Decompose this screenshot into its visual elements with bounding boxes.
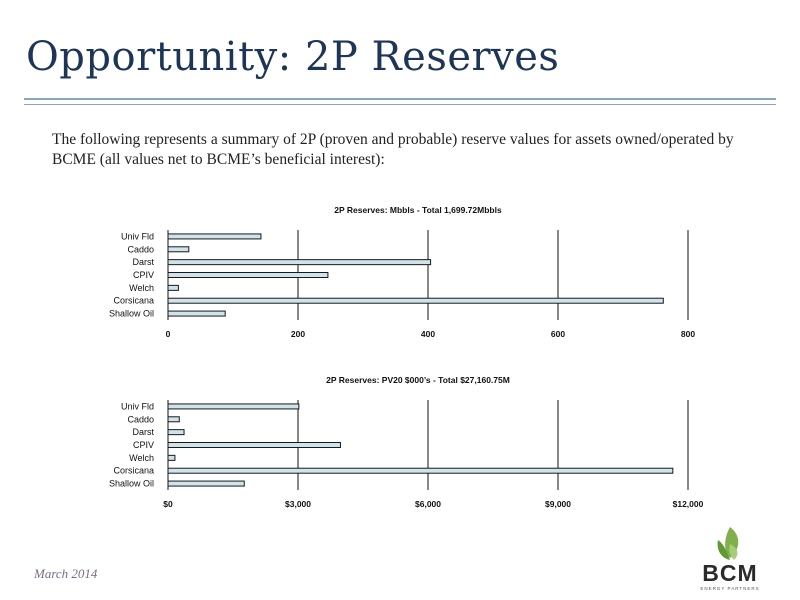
x-tick-label: $9,000 — [545, 499, 571, 509]
bar-welch — [167, 284, 179, 291]
footer-date: March 2014 — [34, 566, 98, 581]
intro-text: The following represents a summary of 2P… — [52, 131, 734, 168]
bar-corsicana — [167, 467, 674, 474]
category-label: Corsicana — [113, 466, 154, 476]
category-label: Corsicana — [113, 296, 154, 306]
x-tick-label: $0 — [163, 499, 173, 509]
category-label: Shallow Oil — [109, 479, 154, 489]
slide-title: Opportunity: 2P Reserves — [26, 34, 560, 80]
bar-caddo — [167, 416, 180, 423]
company-logo: BCM ENERGY PARTNERS — [690, 524, 770, 594]
x-tick-label: 200 — [291, 329, 305, 339]
x-tick-label: 400 — [421, 329, 435, 339]
title-rule-top — [24, 98, 776, 100]
bar-univ-fld — [167, 403, 300, 410]
chart-mbbls: 2P Reserves: Mbbls - Total 1,699.72Mbbls… — [0, 198, 800, 358]
x-tick-label: 800 — [681, 329, 695, 339]
category-label: CPIV — [133, 270, 154, 280]
category-label: Univ Fld — [121, 401, 154, 411]
x-tick-label: $3,000 — [285, 499, 311, 509]
x-tick-label: $12,000 — [673, 499, 704, 509]
x-tick-label: $6,000 — [415, 499, 441, 509]
x-tick-label: 0 — [166, 329, 171, 339]
bar-welch — [167, 454, 176, 461]
category-label: Welch — [129, 453, 154, 463]
chart-mbbls-svg: 2P Reserves: Mbbls - Total 1,699.72Mbbls… — [109, 205, 695, 339]
category-label: Shallow Oil — [109, 309, 154, 319]
category-label: Darst — [132, 257, 154, 267]
chart-pv20: 2P Reserves: PV20 $000’s - Total $27,160… — [0, 368, 800, 528]
bar-cpiv — [167, 442, 341, 448]
bar-cpiv — [167, 272, 329, 278]
category-label: Univ Fld — [121, 231, 154, 241]
logo-subtext: ENERGY PARTNERS — [700, 586, 760, 591]
bar-corsicana — [167, 297, 664, 304]
bar-shallow-oil — [167, 310, 226, 317]
chart-pv20-svg: 2P Reserves: PV20 $000’s - Total $27,160… — [109, 375, 704, 509]
chart-title: 2P Reserves: Mbbls - Total 1,699.72Mbbls — [334, 205, 502, 215]
category-label: CPIV — [133, 440, 154, 450]
logo-text: BCM — [702, 560, 758, 586]
bar-darst — [167, 429, 185, 436]
category-label: Welch — [129, 283, 154, 293]
leaf-icon — [717, 527, 739, 560]
category-label: Caddo — [127, 244, 154, 254]
chart-title: 2P Reserves: PV20 $000’s - Total $27,160… — [326, 375, 510, 385]
bar-univ-fld — [167, 233, 262, 240]
bar-darst — [167, 259, 432, 266]
title-rule-bottom — [24, 104, 776, 105]
category-label: Darst — [132, 427, 154, 437]
bar-caddo — [167, 246, 190, 253]
bar-shallow-oil — [167, 480, 245, 487]
category-label: Caddo — [127, 414, 154, 424]
x-tick-label: 600 — [551, 329, 565, 339]
